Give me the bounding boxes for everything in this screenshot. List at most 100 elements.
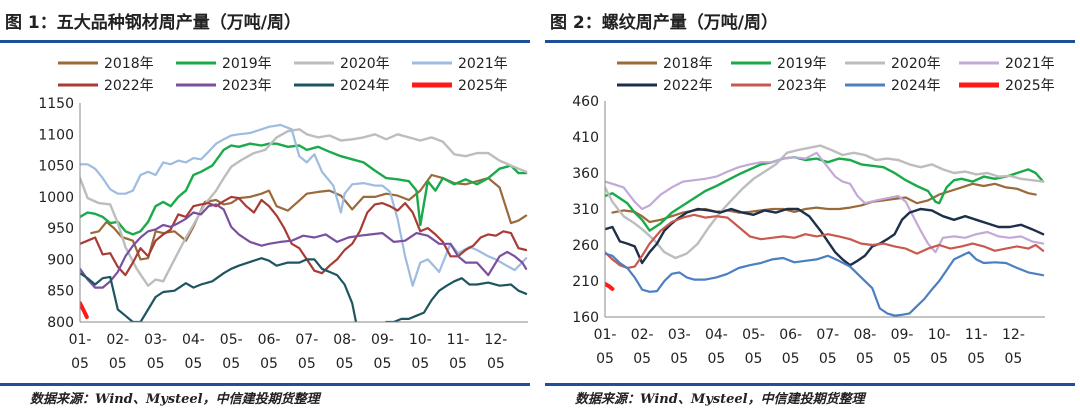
x-tick-label: 03- [144,332,167,348]
x-tick-label: 05 [707,351,725,367]
x-tick-label: 05 [298,356,316,372]
x-tick-label: 11- [447,332,470,348]
x-tick-label: 01- [69,332,92,348]
y-tick-label: 800 [47,315,74,331]
y-tick-label: 1100 [38,127,74,143]
y-tick-label: 950 [47,221,74,237]
x-tick-label: 05 [185,356,203,372]
x-tick-label: 06- [258,332,281,348]
series-line-2019年 [605,156,1045,232]
legend-item: 2019年 [176,56,272,72]
chart-panel-2: 图 2：螺纹周产量（万吨/周） 2018年 2019年 2020年 2021年 2022… [545,0,1080,416]
series-line-2023年 [605,213,1045,270]
x-tick-label: 04- [182,332,205,348]
series-line-2021年 [80,123,528,287]
x-tick-label: 06- [779,327,802,343]
series-line-2025年 [80,301,89,319]
x-tick-label: 04- [705,327,728,343]
x-tick-label: 02- [106,332,129,348]
legend-label: 2018年 [104,56,154,72]
y-tick-label: 410 [572,130,599,146]
legend-label: 2024年 [340,78,390,94]
series-line-2019年 [80,142,528,236]
chart-panel-1: 图 1：五大品种钢材周产量（万吨/周） 2018年 2019年 2020年 2021年… [0,0,535,416]
series-line-2021年 [605,151,1045,254]
title-rule [0,40,530,43]
y-tick-label: 1050 [38,159,74,175]
x-tick-label: 05- [742,327,765,343]
plot-area [605,144,1045,317]
source-rule [545,383,1075,386]
series-line-2018年 [611,182,1037,224]
chart-title: 图 1：五大品种钢材周产量（万吨/周） [5,13,301,33]
x-tick-label: 05 [411,356,429,372]
x-tick-label: 03- [668,327,691,343]
legend-item: 2023年 [176,78,272,94]
legend-label: 2020年 [340,56,390,72]
plot-area [80,123,528,322]
legend-item: 2021年 [412,56,508,72]
legend-item: 2018年 [617,56,713,72]
x-tick-label: 08- [853,327,876,343]
legend-item: 2020年 [294,56,390,72]
x-tick-label: 05 [782,351,800,367]
x-tick-label: 05 [109,356,127,372]
series-line-2018年 [90,173,528,261]
legend-label: 2025年 [458,78,508,94]
y-tick-label: 210 [572,274,599,290]
legend-label: 2019年 [777,56,827,72]
source-note: 数据来源：Wind、Mysteel，中信建投期货整理 [575,392,865,407]
x-tick-label: 05 [930,351,948,367]
x-tick-label: 08- [333,332,356,348]
legend-label: 2023年 [777,78,827,94]
x-tick-label: 05 [1005,351,1023,367]
y-tick-label: 260 [572,238,599,254]
chart-title: 图 2：螺纹周产量（万吨/周） [550,13,778,33]
x-tick-label: 09- [891,327,914,343]
y-tick-label: 160 [572,310,599,326]
x-tick-label: 12- [1002,327,1025,343]
x-tick-label: 07- [295,332,318,348]
x-tick-label: 05 [670,351,688,367]
source-note: 数据来源：Wind、Mysteel，中信建投期货整理 [30,392,320,407]
line-chart-2: 2018年 2019年 2020年 2021年 2022年 2023年 2024年 2025年… [572,56,1055,367]
x-tick-label: 05 [147,356,165,372]
x-tick-label: 02- [631,327,654,343]
legend-label: 2024年 [891,78,941,94]
x-tick-label: 05 [893,351,911,367]
series-line-2020年 [80,128,528,287]
legend-label: 2018年 [663,56,713,72]
legend-item: 2020年 [845,56,941,72]
x-tick-label: 05 [222,356,240,372]
series-line-2022年 [80,195,528,277]
y-tick-label: 900 [47,252,74,268]
legend-item: 2025年 [412,78,508,94]
x-tick-label: 05 [449,356,467,372]
legend-label: 2025年 [1005,78,1055,94]
x-tick-label: 01- [594,327,617,343]
legend-item: 2019年 [731,56,827,72]
x-tick-label: 05- [220,332,243,348]
title-rule [545,40,1075,43]
series-line-2023年 [80,203,528,289]
x-tick-label: 05 [819,351,837,367]
series-line-2024年 [80,257,528,322]
y-tick-label: 460 [572,94,599,110]
y-tick-label: 360 [572,166,599,182]
y-tick-label: 310 [572,202,599,218]
y-tick-label: 1000 [38,190,74,206]
x-tick-label: 05 [374,356,392,372]
x-tick-label: 12- [484,332,507,348]
legend-label: 2022年 [663,78,713,94]
legend-label: 2019年 [222,56,272,72]
legend-item: 2022年 [617,78,713,94]
legend-label: 2021年 [1005,56,1055,72]
line-chart-1: 2018年 2019年 2020年 2021年 2022年 2023年 2024年 2025年… [38,56,528,372]
series-line-2025年 [605,281,615,291]
legend-label: 2020年 [891,56,941,72]
x-tick-label: 05 [633,351,651,367]
x-tick-label: 05 [745,351,763,367]
legend-item: 2018年 [58,56,154,72]
x-tick-label: 07- [816,327,839,343]
legend-item: 2021年 [959,56,1055,72]
